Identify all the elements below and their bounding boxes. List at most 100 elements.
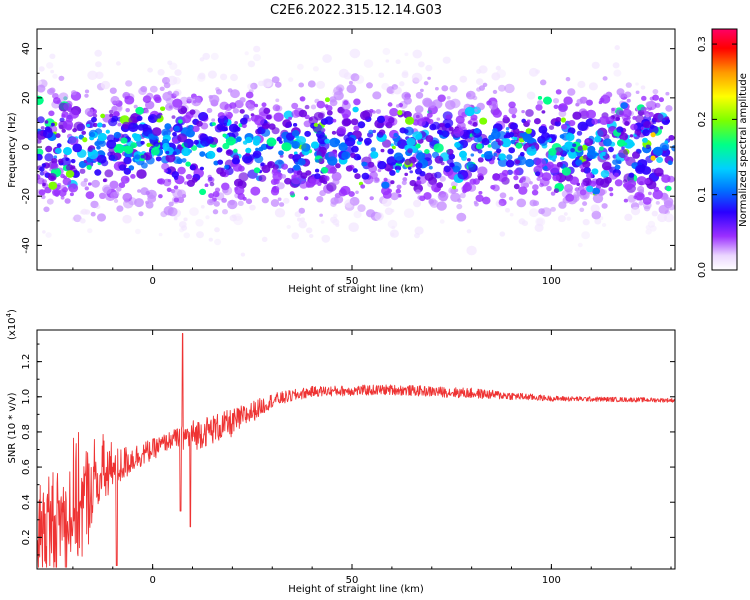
spectral-blob [453, 127, 464, 137]
spectrogram-axes: 0 50 100 -40 -20 0 20 40 [21, 29, 675, 287]
spectral-blob [395, 169, 400, 173]
spectral-blob [613, 69, 622, 77]
spectral-blob [509, 122, 518, 130]
spectral-blob [298, 82, 305, 88]
spectral-blob [38, 66, 45, 72]
spectral-blob [79, 218, 86, 224]
spectral-blob [495, 65, 501, 71]
spectral-blob [637, 159, 648, 169]
spectral-blob [640, 85, 646, 90]
spectral-blob [355, 190, 359, 194]
spectral-blob [501, 169, 509, 177]
spectral-blob [289, 191, 295, 196]
spectral-blob [570, 148, 575, 153]
spectral-blob [204, 183, 209, 187]
spectral-blob [300, 172, 308, 179]
spectral-blob [167, 60, 173, 66]
spectral-blob [195, 219, 204, 227]
spectral-blob [145, 201, 154, 209]
spectral-blob [147, 67, 153, 73]
spectral-blob [270, 199, 280, 207]
spectral-blob [232, 108, 239, 114]
spectral-blob [276, 182, 285, 190]
spectral-blob [503, 134, 508, 139]
spectral-blob [645, 225, 651, 230]
spectral-blob [240, 252, 246, 257]
spectral-blob [374, 212, 384, 221]
spectral-blob [349, 48, 361, 59]
spectral-blob [608, 146, 614, 153]
spectral-blob [346, 84, 357, 94]
spectral-blob [95, 61, 102, 68]
spectral-blob [470, 153, 475, 157]
spectral-blob [209, 182, 215, 187]
spectral-blob [470, 136, 475, 141]
spectral-blob [163, 82, 171, 89]
spectral-blob [516, 198, 527, 208]
spectral-blob [330, 216, 338, 223]
spectral-blob [58, 92, 69, 101]
spectral-blob [338, 68, 349, 78]
spectral-blob [202, 52, 210, 60]
spectral-blob [541, 172, 552, 182]
spectral-blob [586, 109, 596, 119]
spectral-blob [240, 252, 246, 257]
spectral-blob [196, 231, 204, 239]
spectral-blob [500, 138, 512, 148]
spectral-blob [492, 109, 502, 118]
spectral-blob [179, 228, 185, 233]
spectral-blob [84, 186, 90, 191]
spectral-blob [81, 208, 88, 215]
spectral-blob [357, 204, 366, 213]
spectral-blob [291, 175, 302, 185]
spectral-blob [378, 129, 386, 136]
spectral-blob [412, 49, 423, 59]
spectral-blob [665, 105, 673, 112]
spectral-blob [393, 132, 399, 138]
spectral-blob [387, 102, 393, 107]
spectral-blob [50, 69, 55, 74]
spectral-blob [615, 109, 625, 117]
spectral-blob [298, 220, 307, 229]
spectral-blob [322, 54, 332, 63]
spectral-blob [205, 136, 214, 144]
spectral-blob [120, 175, 130, 184]
spectral-blob [221, 126, 228, 132]
spectral-blob [319, 190, 326, 197]
spectral-blob [603, 138, 612, 147]
spectral-blob [151, 127, 162, 136]
snr-ytick-label: 0.2 [21, 529, 32, 545]
spectral-blob [535, 104, 543, 111]
spectral-blob [146, 142, 151, 147]
spectral-blob [492, 173, 500, 181]
spectral-blob [258, 80, 265, 87]
spectral-blob [208, 237, 213, 242]
spectral-blob [475, 194, 484, 202]
spectral-blob [196, 231, 204, 239]
spectral-blob [224, 111, 229, 115]
spectral-blob [595, 178, 605, 186]
spectral-blob [582, 218, 590, 226]
spectral-blob [515, 142, 523, 149]
spectral-blob [559, 134, 565, 139]
spectral-blob [112, 111, 120, 118]
spectral-blob [109, 180, 119, 189]
spectral-blob [193, 139, 199, 145]
spectral-blob [104, 169, 114, 178]
spectral-blob [192, 125, 200, 133]
spectral-blob [282, 119, 292, 128]
spectral-blob [43, 206, 50, 213]
spectral-blob [477, 175, 484, 181]
spectral-blob [348, 80, 353, 85]
spectral-blob [414, 105, 424, 114]
spectral-blob [620, 102, 628, 109]
spectral-blob [518, 186, 528, 195]
spectral-blob [205, 215, 210, 220]
spectral-blob [184, 181, 188, 185]
spectral-blob [304, 130, 311, 137]
spectral-blob [42, 230, 46, 234]
spectral-blob [582, 154, 589, 160]
spectral-blob [568, 151, 577, 159]
spectral-blob [92, 113, 98, 118]
spectral-blob [268, 123, 276, 130]
